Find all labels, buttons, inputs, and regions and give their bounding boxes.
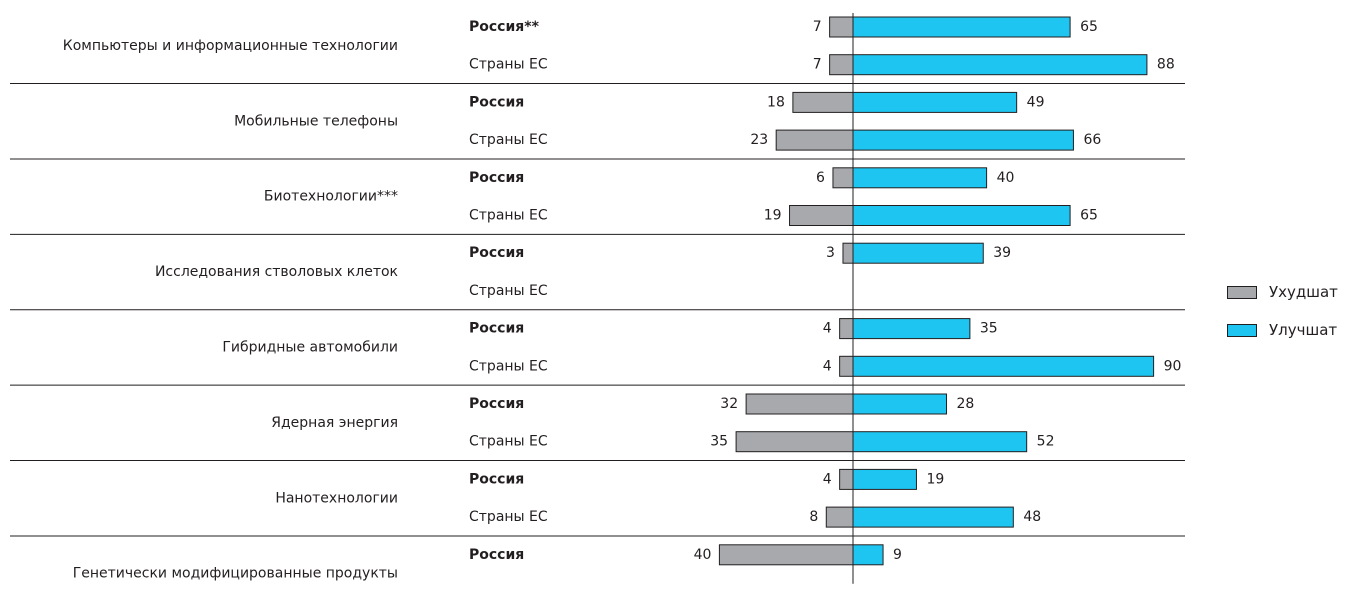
legend-item-better: Улучшат [1227,320,1338,340]
group-label: Россия [469,321,524,337]
bar-better [852,54,1148,76]
category-label: Биотехнологии*** [264,189,398,205]
value-label-better: 65 [1080,19,1098,35]
value-label-better: 88 [1157,57,1175,73]
bar-worse [775,129,854,151]
value-label-worse: 40 [694,547,712,563]
bar-worse [718,544,854,566]
category-label: Генетически модифицированные продукты [73,566,398,582]
bar-better [852,205,1071,226]
group-label: Россия [469,170,524,186]
legend-swatch-better [1227,323,1257,337]
value-label-worse: 32 [720,396,738,412]
bar-worse [832,167,854,189]
value-label-better: 90 [1164,358,1182,374]
bar-worse [792,91,854,113]
bar-better [852,544,884,566]
category-label: Исследования стволовых клеток [155,264,398,280]
value-label-better: 48 [1023,509,1041,525]
group-label: Страны ЕС [469,358,548,374]
value-label-worse: 7 [813,57,822,73]
bar-worse [735,431,854,453]
value-label-better: 19 [926,471,944,487]
group-label: Россия** [469,19,540,35]
legend-label-worse: Ухудшат [1269,283,1338,301]
bar-better [852,506,1014,528]
bar-better [852,167,988,189]
bar-better [852,468,917,490]
value-label-worse: 7 [813,19,822,35]
value-label-worse: 18 [767,94,785,110]
group-label: Страны ЕС [469,132,548,148]
value-label-worse: 6 [816,170,825,186]
group-label: Страны ЕС [469,57,548,73]
bar-worse [825,506,854,528]
value-label-worse: 8 [809,509,818,525]
group-label: Россия [469,94,524,110]
value-label-better: 35 [980,321,998,337]
value-label-better: 9 [893,547,902,563]
bar-better [852,16,1071,38]
group-label: Россия [469,245,524,261]
bar-better [852,355,1155,377]
value-label-worse: 4 [823,471,832,487]
value-label-worse: 35 [710,434,728,450]
legend: Ухудшат Улучшат [1227,282,1338,358]
group-label: Россия [469,547,524,563]
legend-item-worse: Ухудшат [1227,282,1338,302]
category-label: Нанотехнологии [275,490,398,506]
group-label: Страны ЕС [469,208,548,224]
bar-better [852,91,1018,113]
bar-worse [745,393,854,415]
value-label-worse: 23 [750,132,768,148]
legend-swatch-worse [1227,285,1257,299]
group-label: Россия [469,471,524,487]
bar-worse [829,16,854,38]
group-label: Страны ЕС [469,434,548,450]
group-label: Россия [469,396,524,412]
bar-worse [789,205,854,226]
bar-worse [839,355,854,377]
group-label: Страны ЕС [469,509,548,525]
value-label-better: 39 [993,245,1011,261]
value-label-better: 65 [1080,208,1098,224]
value-label-better: 40 [997,170,1015,186]
bar-worse [839,468,854,490]
value-label-better: 52 [1037,434,1055,450]
value-label-better: 66 [1083,132,1101,148]
value-label-worse: 19 [764,208,782,224]
bar-better [852,393,948,415]
value-label-worse: 4 [823,358,832,374]
category-label: Гибридные автомобили [222,339,398,355]
bar-worse [839,318,854,340]
bar-worse [829,54,854,76]
bar-better [852,129,1074,151]
category-label: Мобильные телефоны [234,113,398,129]
category-label: Компьютеры и информационные технологии [63,38,398,54]
bar-better [852,242,984,264]
value-label-better: 49 [1027,94,1045,110]
value-label-better: 28 [957,396,975,412]
value-label-worse: 3 [826,245,835,261]
value-label-worse: 4 [823,321,832,337]
bar-better [852,318,971,340]
bar-worse [842,242,854,264]
group-label: Страны ЕС [469,283,548,299]
bar-better [852,431,1028,453]
category-label: Ядерная энергия [271,415,398,431]
legend-label-better: Улучшат [1269,321,1338,339]
